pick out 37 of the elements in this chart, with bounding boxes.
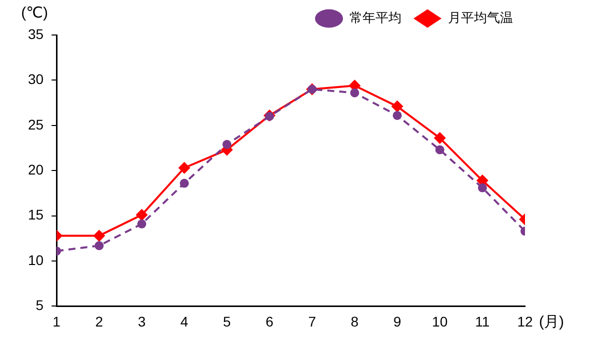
point xyxy=(392,110,402,120)
y-tick-label: 30 xyxy=(28,71,44,88)
y-tick-label: 25 xyxy=(28,116,44,132)
x-axis-title: (月) xyxy=(539,313,564,330)
x-tick-label: 12 xyxy=(517,313,533,330)
y-axis-title: (℃) xyxy=(21,4,48,22)
x-tick-label: 10 xyxy=(432,313,448,330)
point xyxy=(222,140,232,149)
y-tick-label: 15 xyxy=(28,206,44,223)
point xyxy=(178,162,190,174)
point xyxy=(93,230,106,242)
point xyxy=(137,219,146,228)
point xyxy=(434,132,446,144)
y-tick-label: 20 xyxy=(28,161,44,178)
x-tick-label: 11 xyxy=(475,313,490,330)
point xyxy=(350,88,360,98)
x-tick-label: 6 xyxy=(266,313,274,330)
point xyxy=(478,183,487,192)
point xyxy=(94,241,104,250)
point xyxy=(264,112,274,121)
point xyxy=(391,100,404,112)
point xyxy=(435,145,444,154)
x-tick-label: 9 xyxy=(393,313,402,330)
y-tick-label: 10 xyxy=(28,252,44,268)
y-tick-label: 5 xyxy=(36,297,44,314)
legend-label: 月平均气温 xyxy=(448,10,513,26)
x-tick-label: 2 xyxy=(95,313,104,330)
point xyxy=(136,208,148,221)
x-tick-label: 7 xyxy=(308,313,316,330)
legend-label: 常年平均 xyxy=(350,10,402,26)
x-tick-label: 3 xyxy=(138,313,146,330)
y-tick-label: 35 xyxy=(28,26,44,42)
x-tick-label: 4 xyxy=(180,313,188,330)
x-tick-label: 5 xyxy=(223,313,232,330)
x-tick-label: 1 xyxy=(52,313,61,330)
point xyxy=(180,178,189,188)
x-tick-label: 8 xyxy=(350,313,359,330)
